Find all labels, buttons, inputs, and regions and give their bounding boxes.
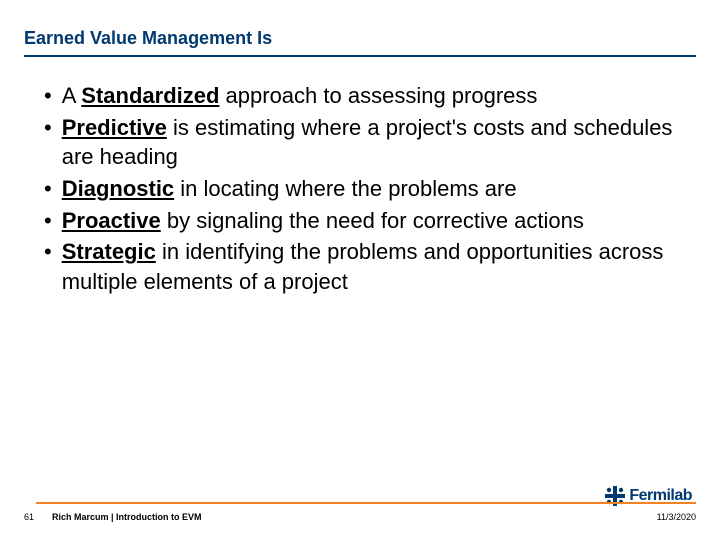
bullet-item: • Diagnostic in locating where the probl…	[44, 174, 696, 204]
bullet-marker: •	[44, 206, 52, 236]
bullet-text: A Standardized approach to assessing pro…	[62, 81, 696, 111]
bullet-rest: approach to assessing progress	[219, 83, 537, 108]
bullet-item: • Predictive is estimating where a proje…	[44, 113, 696, 172]
footer-divider	[36, 502, 696, 504]
bullet-text: Proactive by signaling the need for corr…	[62, 206, 696, 236]
bullet-keyword: Predictive	[62, 115, 167, 140]
footer-row: 61 Rich Marcum | Introduction to EVM 11/…	[24, 512, 696, 522]
bullet-keyword: Proactive	[62, 208, 161, 233]
bullet-keyword: Standardized	[81, 83, 219, 108]
slide-title: Earned Value Management Is	[24, 28, 696, 57]
bullet-marker: •	[44, 113, 52, 172]
footer-left: 61 Rich Marcum | Introduction to EVM	[24, 512, 202, 522]
bullet-item: • A Standardized approach to assessing p…	[44, 81, 696, 111]
bullet-text: Predictive is estimating where a project…	[62, 113, 696, 172]
bullet-list: • A Standardized approach to assessing p…	[44, 81, 696, 297]
footer: 61 Rich Marcum | Introduction to EVM 11/…	[0, 502, 720, 522]
footer-author: Rich Marcum | Introduction to EVM	[52, 512, 202, 522]
bullet-rest: by signaling the need for corrective act…	[161, 208, 584, 233]
bullet-item: • Proactive by signaling the need for co…	[44, 206, 696, 236]
bullet-item: • Strategic in identifying the problems …	[44, 237, 696, 296]
bullet-marker: •	[44, 81, 52, 111]
bullet-marker: •	[44, 237, 52, 296]
bullet-prefix: A	[62, 83, 82, 108]
bullet-rest: in locating where the problems are	[174, 176, 516, 201]
bullet-keyword: Diagnostic	[62, 176, 174, 201]
bullet-keyword: Strategic	[62, 239, 156, 264]
footer-date: 11/3/2020	[657, 512, 696, 522]
page-number: 61	[24, 512, 34, 522]
slide-container: Earned Value Management Is • A Standardi…	[0, 0, 720, 540]
bullet-marker: •	[44, 174, 52, 204]
bullet-text: Strategic in identifying the problems an…	[62, 237, 696, 296]
bullet-text: Diagnostic in locating where the problem…	[62, 174, 696, 204]
content-area: • A Standardized approach to assessing p…	[24, 81, 696, 297]
